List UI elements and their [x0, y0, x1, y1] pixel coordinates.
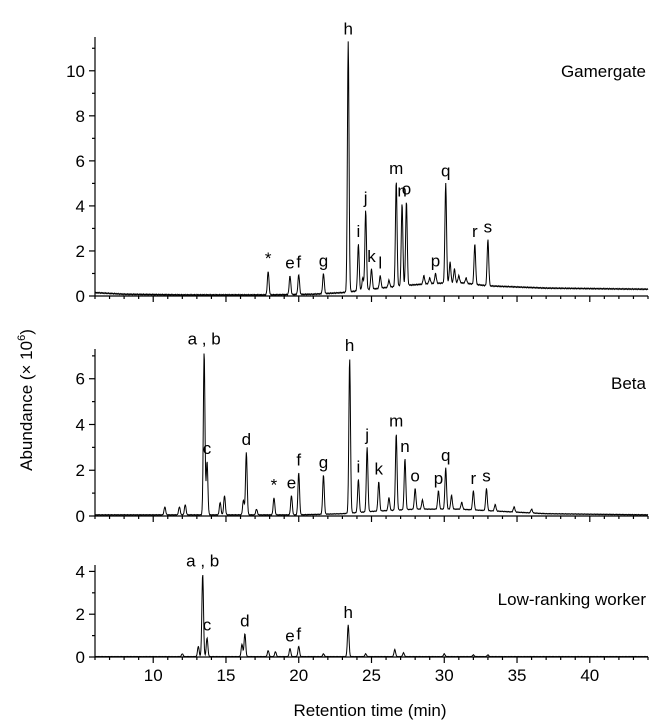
panel-title: Beta	[611, 374, 647, 393]
y-tick-label: 4	[76, 197, 85, 216]
x-tick-label: 15	[217, 666, 236, 685]
y-axis-title: Abundance (× 106)	[16, 329, 36, 471]
peak-label: m	[389, 412, 403, 431]
peak-label: s	[484, 218, 493, 237]
y-tick-label: 2	[76, 242, 85, 261]
y-tick-label: 6	[76, 370, 85, 389]
peak-label: *	[271, 476, 278, 495]
x-tick-label: 40	[580, 666, 599, 685]
y-tick-label: 6	[76, 152, 85, 171]
peak-label: e	[285, 626, 294, 645]
peak-label: o	[402, 179, 411, 198]
peak-label: i	[357, 222, 361, 241]
peak-label: f	[296, 624, 301, 643]
peak-label: r	[472, 222, 478, 241]
y-tick-label: 4	[76, 415, 85, 434]
peak-label: l	[378, 254, 382, 273]
peak-label: n	[400, 437, 409, 456]
peak-label: m	[389, 159, 403, 178]
peak-label: g	[319, 453, 328, 472]
panel-2: 0 2 4 10 15 20 25 30 35 40 a , b c d e f h Low-ranking w…	[76, 552, 649, 685]
peak-label: j	[363, 188, 368, 207]
peak-label: d	[240, 611, 249, 630]
y-axis-title-exponent: 6	[16, 335, 28, 341]
panel-1: 0 2 4 6 a , b c d * ef g h ijk mno pq r s Beta	[76, 329, 649, 526]
y-tick-label: 0	[76, 648, 85, 667]
peak-label: c	[203, 616, 212, 635]
peak-label: h	[343, 20, 352, 39]
peak-label: a , b	[188, 329, 221, 348]
chromatogram-trace	[94, 41, 649, 297]
peak-label: n	[397, 182, 406, 201]
peak-label: s	[482, 467, 491, 486]
panel-0: 0 2 4 6 8 10 * e f g h ij k l mno p q r s Gamergate	[66, 20, 649, 306]
y-tick-label: 0	[76, 507, 85, 526]
y-tick-label: 4	[76, 562, 85, 581]
peak-label: o	[410, 467, 419, 486]
peak-label: j	[364, 425, 369, 444]
x-tick-label: 30	[435, 666, 454, 685]
peak-label: r	[471, 469, 477, 488]
peak-label: k	[367, 247, 376, 266]
chromatogram-trace	[94, 574, 649, 658]
peak-label: *	[265, 249, 272, 268]
x-tick-label: 35	[508, 666, 527, 685]
y-tick-label: 10	[66, 62, 85, 81]
peak-label: q	[441, 446, 450, 465]
peak-label: a , b	[186, 552, 219, 571]
y-tick-label: 8	[76, 107, 85, 126]
y-tick-label: 2	[76, 605, 85, 624]
x-tick-label: 25	[362, 666, 381, 685]
peak-label: d	[242, 430, 251, 449]
peak-label: h	[345, 336, 354, 355]
peak-label: p	[431, 251, 440, 270]
peak-label: k	[375, 460, 384, 479]
x-tick-label: 20	[289, 666, 308, 685]
peak-label: f	[296, 451, 301, 470]
y-tick-label: 2	[76, 461, 85, 480]
x-axis-title: Retention time (min)	[293, 701, 446, 720]
peak-label: p	[434, 469, 443, 488]
peak-label: i	[357, 457, 361, 476]
peak-label: h	[343, 603, 352, 622]
peak-label: g	[319, 251, 328, 270]
panel-title: Low-ranking worker	[498, 590, 647, 609]
chromatogram-trace	[94, 353, 649, 516]
peak-label: f	[296, 253, 301, 272]
panel-title: Gamergate	[561, 62, 646, 81]
peak-label: c	[203, 439, 212, 458]
peak-label: e	[285, 254, 294, 273]
peak-label: q	[441, 161, 450, 180]
y-tick-label: 0	[76, 287, 85, 306]
peak-label: e	[287, 473, 296, 492]
x-tick-label: 10	[144, 666, 163, 685]
